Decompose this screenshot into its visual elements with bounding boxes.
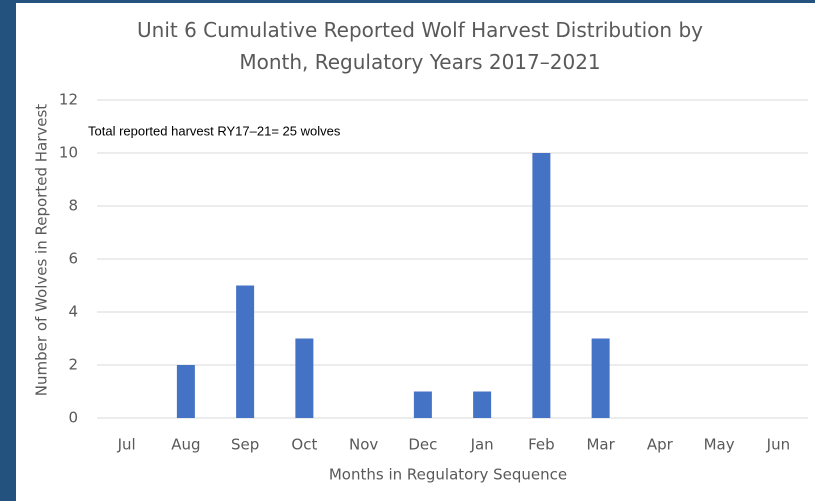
y-tick-label: 6	[68, 250, 78, 268]
y-tick-label: 12	[59, 91, 78, 109]
x-tick-label: Mar	[586, 436, 615, 454]
y-tick-label: 8	[68, 197, 78, 215]
bar	[413, 391, 432, 418]
y-tick-label: 0	[68, 409, 78, 427]
x-tick-label: Nov	[349, 436, 378, 454]
bar	[176, 365, 195, 418]
x-axis-title: Months in Regulatory Sequence	[329, 466, 567, 484]
bar	[532, 153, 551, 418]
x-tick-label: May	[704, 436, 735, 454]
x-tick-label: Jul	[117, 436, 136, 454]
x-tick-label: Feb	[528, 436, 555, 454]
x-tick-label: Dec	[408, 436, 437, 454]
bar	[236, 285, 255, 418]
y-tick-label: 10	[59, 144, 78, 162]
bar	[473, 391, 492, 418]
y-tick-label: 4	[68, 303, 78, 321]
x-tick-label: Sep	[231, 436, 259, 454]
y-axis-title: Number of Wolves in Reported Harvest	[33, 104, 51, 396]
x-tick-label: Jan	[470, 436, 494, 454]
bar	[295, 338, 314, 418]
annotation: Total reported harvest RY17–21= 25 wolve…	[88, 123, 341, 138]
x-tick-label: Apr	[647, 436, 674, 454]
chart-title: Unit 6 Cumulative Reported Wolf Harvest …	[137, 18, 703, 74]
y-tick-label: 2	[68, 356, 78, 374]
bar	[591, 338, 610, 418]
x-tick-label: Aug	[171, 436, 200, 454]
x-tick-label: Oct	[291, 436, 317, 454]
x-tick-label: Jun	[766, 436, 790, 454]
